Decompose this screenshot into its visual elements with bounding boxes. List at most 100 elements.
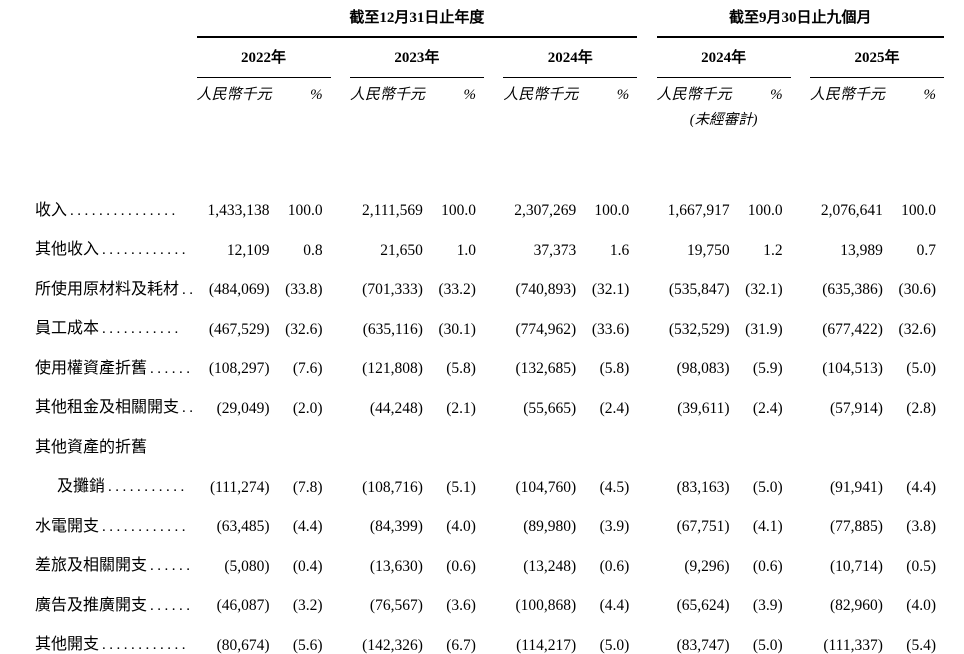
cell-amount: (114,217) xyxy=(516,636,577,654)
cell-percent: 100.0 xyxy=(747,202,783,220)
cell-amount: (740,893) xyxy=(515,281,577,299)
column-gap-spacer xyxy=(484,417,503,457)
cell-amount: (67,751) xyxy=(676,518,730,536)
cell-percent: 1.6 xyxy=(609,241,630,259)
column-gap-spacer xyxy=(484,220,503,260)
year-header: 2022年 xyxy=(196,37,331,78)
column-gap-spacer xyxy=(791,259,810,299)
cell-percent: (5.1) xyxy=(446,478,476,496)
row-label-cell: 其他資產的折舊 xyxy=(35,417,197,457)
column-gap-spacer xyxy=(484,180,503,220)
cell-percent: (2.0) xyxy=(292,399,323,417)
cell-amount: (63,485) xyxy=(216,518,270,536)
column-gap-spacer xyxy=(484,575,503,615)
cell-amount: (121,808) xyxy=(362,360,423,378)
cell-percent: (31.9) xyxy=(745,320,783,338)
column-gap-spacer xyxy=(331,104,350,129)
column-gap-spacer xyxy=(331,575,350,615)
subheader-row: 人民幣千元% 人民幣千元% 人民幣千元% 人民幣千元% 人民幣千元% xyxy=(35,77,944,104)
cell-amount: 12,109 xyxy=(226,241,270,259)
cell-percent: (30.6) xyxy=(898,281,936,299)
cell-percent: (5.8) xyxy=(446,360,476,378)
cell-percent: (32.1) xyxy=(745,281,783,299)
cell-amount: 2,111,569 xyxy=(362,202,423,220)
group-gap-spacer xyxy=(637,10,656,37)
cell-percent xyxy=(732,417,791,457)
column-gap-spacer xyxy=(791,378,810,418)
row-label: 水電開支 xyxy=(35,517,100,535)
dot-leader: ...... xyxy=(150,558,194,575)
table-header: 截至12月31日止年度 截至9月30日止九個月 2022年 2023年 2024年 202… xyxy=(35,10,944,180)
amount-unit-header: 人民幣千元 xyxy=(196,86,272,103)
column-gap-spacer xyxy=(637,220,656,260)
dot-leader: ...... xyxy=(150,360,194,377)
column-gap-spacer xyxy=(637,299,656,339)
cell-percent: (5.0) xyxy=(906,360,936,378)
cell-amount: 2,307,269 xyxy=(514,202,577,220)
cell-amount: (132,685) xyxy=(515,360,577,378)
column-gap-spacer xyxy=(791,496,810,536)
cell-amount: (80,674) xyxy=(216,636,270,654)
percent-header: % xyxy=(463,86,476,103)
column-gap-spacer xyxy=(484,104,503,129)
column-gap-spacer xyxy=(637,536,656,576)
dot-leader: ........... xyxy=(102,321,182,338)
period-header: 截至12月31日止年度 xyxy=(196,10,638,39)
cell-percent: (3.8) xyxy=(906,518,936,536)
cell-percent: (33.8) xyxy=(285,281,323,299)
cell-amount: (142,326) xyxy=(362,636,423,654)
percent-header: % xyxy=(616,86,630,103)
cell-amount: (484,069) xyxy=(208,281,270,299)
amount-unit-header: 人民幣千元 xyxy=(503,86,579,103)
year-header-row: 2022年 2023年 2024年 2024年 2025年 xyxy=(35,37,944,78)
table-row: 所使用原材料及耗材.. (484,069) (33.8) (701,333) (33.2… xyxy=(35,259,944,299)
table-row: 水電開支............ (63,485) (4.4) (84,399) (4.… xyxy=(35,496,944,536)
row-label: 所使用原材料及耗材 xyxy=(35,280,180,298)
dot-leader: ............... xyxy=(70,202,179,219)
cell-amount: (83,747) xyxy=(676,636,730,654)
column-gap-spacer xyxy=(331,220,350,260)
cell-amount: (77,885) xyxy=(829,518,883,536)
cell-percent: 100.0 xyxy=(287,202,323,220)
table-body: 收入............... 1,433,138 100.0 2,111,569… xyxy=(35,180,944,654)
cell-amount: 13,989 xyxy=(840,241,883,259)
cell-amount: (98,083) xyxy=(676,360,730,378)
column-gap-spacer xyxy=(331,338,350,378)
row-label-cell: 及攤銷........... xyxy=(35,457,197,497)
cell-amount: (635,116) xyxy=(362,320,423,338)
row-label-cell: 差旅及相關開支...... xyxy=(35,536,197,576)
row-label-cell: 其他租金及相關開支.. xyxy=(35,378,197,418)
cell-amount: (13,248) xyxy=(523,557,577,575)
cell-amount: (108,297) xyxy=(208,360,270,378)
cell-percent: (4.4) xyxy=(906,478,936,496)
cell-percent: (0.6) xyxy=(599,557,630,575)
row-label: 及攤銷 xyxy=(57,478,106,496)
column-gap-spacer xyxy=(791,417,810,457)
cell-percent: (5.9) xyxy=(752,360,783,378)
column-gap-spacer xyxy=(637,338,656,378)
empty-cell xyxy=(197,104,331,129)
cell-amount: 1,433,138 xyxy=(207,202,270,220)
cell-amount: (76,567) xyxy=(369,597,423,615)
row-label-cell: 其他開支............ xyxy=(35,615,197,654)
column-gap-spacer xyxy=(791,536,810,576)
cell-amount: (111,337) xyxy=(823,636,883,654)
table-row: 使用權資產折舊...... (108,297) (7.6) (121,808) (5.8… xyxy=(35,338,944,378)
cell-percent xyxy=(578,417,637,457)
period-header-row: 截至12月31日止年度 截至9月30日止九個月 xyxy=(35,10,944,39)
cell-amount: (13,630) xyxy=(369,557,423,575)
period-header: 截至9月30日止九個月 xyxy=(656,10,944,39)
cell-percent: (0.6) xyxy=(446,557,476,575)
dot-leader: .. xyxy=(182,400,197,417)
cell-percent: (7.6) xyxy=(292,360,323,378)
cell-amount: (108,716) xyxy=(362,478,423,496)
cell-percent: 100.0 xyxy=(441,202,476,220)
cell-amount: 1,667,917 xyxy=(667,202,730,220)
dot-leader: ...... xyxy=(150,597,194,614)
column-gap-spacer xyxy=(331,259,350,299)
empty-cell xyxy=(503,104,637,129)
cell-percent: 0.8 xyxy=(303,241,323,259)
table-row: 收入............... 1,433,138 100.0 2,111,569… xyxy=(35,180,944,220)
cell-amount: (91,941) xyxy=(829,478,883,496)
